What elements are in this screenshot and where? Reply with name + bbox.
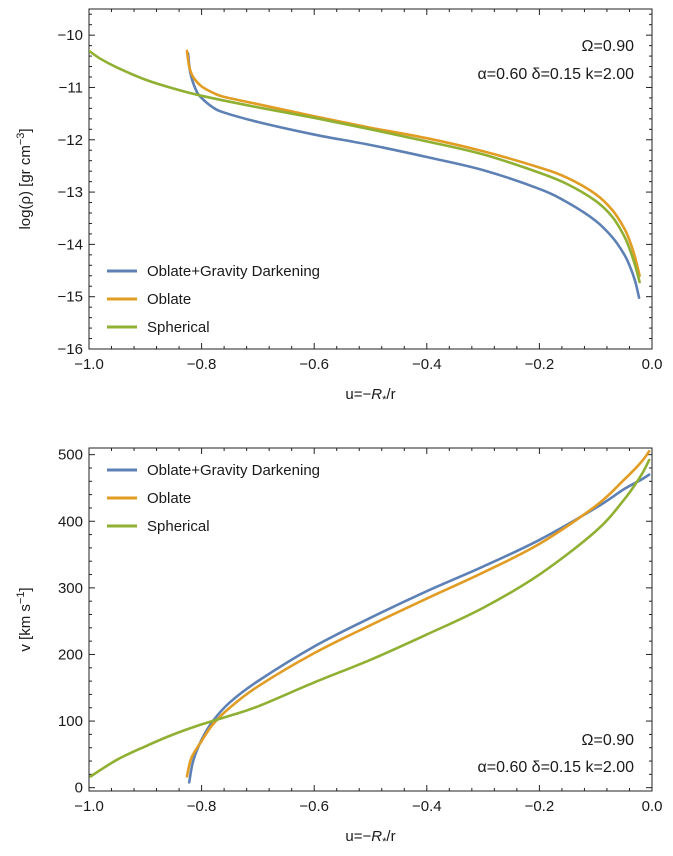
annotation-omega: Ω=0.90 [582, 38, 635, 55]
series-line-0 [187, 473, 651, 784]
y-tick-label: −12 [58, 132, 83, 149]
x-tick-label: −0.8 [187, 798, 217, 815]
y-tick-label: −13 [58, 184, 83, 201]
y-tick-label: 500 [58, 447, 83, 464]
y-axis-label: log(ρ) [gr cm−3] [15, 128, 34, 229]
plot-frame [88, 447, 653, 792]
x-tick-label: 0.0 [642, 798, 663, 815]
x-tick-label: −1.0 [74, 356, 104, 373]
x-tick-label: −0.4 [412, 356, 442, 373]
x-tick-label: −0.6 [299, 356, 329, 373]
annotation-omega: Ω=0.90 [582, 732, 635, 749]
series-line-2 [89, 49, 641, 284]
y-tick-label: 200 [58, 646, 83, 663]
legend-label-1: Oblate [147, 490, 191, 507]
legend-label-0: Oblate+Gravity Darkening [147, 263, 320, 280]
y-tick-label: −14 [58, 236, 83, 253]
annotation-params: α=0.60 δ=0.15 k=2.00 [478, 66, 635, 83]
y-tick-label: 400 [58, 513, 83, 530]
y-tick-label: 100 [58, 713, 83, 730]
y-tick-label: −15 [58, 289, 83, 306]
legend-label-1: Oblate [147, 291, 191, 308]
legend-label-2: Spherical [147, 518, 210, 535]
x-axis-label: u=−R*/r [345, 828, 395, 848]
y-tick-label: 300 [58, 580, 83, 597]
x-tick-label: −0.6 [299, 798, 329, 815]
x-tick-label: −0.4 [412, 798, 442, 815]
velocity-panel: −1.0 −0.8 −0.6 −0.4 −0.2 0.0 0 100 200 300 400 500 u… [15, 447, 662, 848]
y-axis-label: v [km s−1] [15, 587, 34, 651]
plot-frame [88, 8, 653, 350]
series-line-0 [186, 52, 641, 300]
series-line-1 [185, 450, 651, 778]
series-line-2 [89, 458, 651, 778]
y-tick-label: −16 [58, 341, 83, 358]
legend-label-0: Oblate+Gravity Darkening [147, 462, 320, 479]
x-tick-label: −0.2 [525, 356, 555, 373]
x-tick-label: −0.8 [187, 356, 217, 373]
y-tick-label: −11 [59, 79, 83, 96]
legend-label-2: Spherical [147, 319, 210, 336]
density-panel: −1.0 −0.8 −0.6 −0.4 −0.2 0.0 −16 −15 −14 −13 −12 −1… [15, 8, 663, 406]
x-tick-label: −0.2 [525, 798, 555, 815]
x-axis-label: u=−R*/r [345, 386, 395, 406]
x-tick-label: −1.0 [74, 798, 104, 815]
x-tick-label: 0.0 [642, 356, 663, 373]
y-tick-label: 0 [75, 780, 83, 797]
annotation-params: α=0.60 δ=0.15 k=2.00 [478, 759, 635, 776]
series-line-1 [185, 49, 641, 278]
y-tick-label: −10 [58, 27, 83, 44]
